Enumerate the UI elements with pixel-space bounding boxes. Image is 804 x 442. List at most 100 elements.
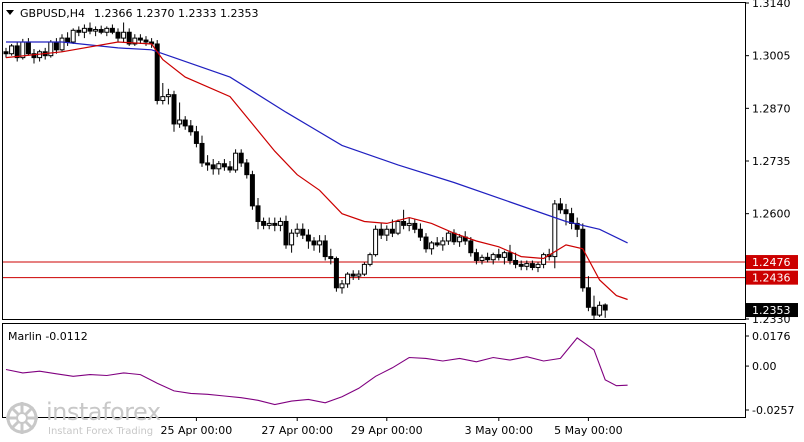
candle-body (98, 29, 104, 33)
candle-body (345, 273, 351, 285)
candle-body (188, 125, 194, 133)
candle-body (104, 27, 110, 33)
moving-averages (5, 41, 628, 301)
candle-body (518, 263, 524, 267)
time-tick-label: 29 Apr 00:00 (351, 424, 423, 437)
candle-body (591, 306, 597, 316)
candle-body (423, 236, 429, 250)
time-tick-label: 27 Apr 00:00 (261, 424, 333, 437)
last-price-tag (746, 303, 798, 318)
candle-body (277, 220, 283, 226)
instaforex-logo-icon (6, 402, 38, 434)
candle-body (440, 240, 446, 246)
candle-body (451, 232, 457, 243)
candle-body (311, 240, 317, 246)
candle-body (361, 263, 367, 275)
candle-body (328, 256, 334, 260)
candle-body (65, 37, 71, 43)
candle-body (205, 162, 211, 166)
candle-body (541, 254, 547, 265)
candle-body (373, 228, 379, 256)
candle-body (529, 263, 535, 269)
candle-body (289, 232, 295, 246)
candle-body (137, 37, 143, 41)
candle-body (569, 213, 575, 224)
candle-body (602, 304, 608, 311)
candle-body (557, 203, 563, 211)
time-tick-label: 5 May 00:00 (554, 424, 622, 437)
candle-body (31, 53, 37, 59)
candle-body (535, 263, 541, 269)
candle-body (389, 228, 395, 234)
candle-body (115, 31, 121, 39)
candle-body (283, 220, 289, 246)
indicator-tick-label: -0.0257 (752, 404, 794, 417)
candle-body (580, 228, 586, 289)
horizontal-levels: 1.2476 1.2436 (3, 255, 798, 285)
candle-body (434, 242, 440, 246)
candle-body (143, 39, 149, 43)
time-tick-label: 3 May 00:00 (465, 424, 533, 437)
candle-body (429, 242, 435, 250)
candle-body (182, 119, 188, 127)
candle-body (25, 41, 31, 55)
candle-body (457, 236, 463, 243)
candle-body (378, 228, 384, 236)
candle-body (300, 228, 306, 236)
candle-body (76, 29, 82, 33)
price-tick-label: 1.2600 (752, 208, 791, 221)
candle-body (81, 27, 87, 33)
candle-body (233, 152, 239, 171)
fast-ma-line (5, 41, 628, 301)
candle-body (70, 29, 76, 43)
candle-body (333, 258, 339, 289)
candle-body (350, 273, 356, 277)
price-tick-label: 1.3005 (752, 50, 791, 63)
candle-body (9, 45, 15, 55)
collapse-triangle-icon[interactable] (6, 10, 14, 15)
candle-body (193, 131, 199, 144)
candle-body (93, 29, 99, 32)
price-tick-label: 1.2870 (752, 102, 791, 115)
indicator-label: Marlin -0.0112 (8, 330, 88, 343)
candle-body (165, 94, 171, 98)
candle-body (160, 96, 166, 102)
candle-body (597, 304, 603, 316)
candle-body (199, 142, 205, 164)
level-tag-label: 1.2476 (752, 256, 791, 269)
candle-body (109, 27, 115, 33)
candle-body (468, 240, 474, 254)
watermark: instaforex Instant Forex Trading (4, 398, 180, 438)
time-tick-label: 25 Apr 00:00 (161, 424, 233, 437)
candle-body (479, 256, 485, 261)
candle-body (417, 228, 423, 238)
candle-body (87, 27, 93, 32)
watermark-brand: instaforex (46, 398, 161, 426)
level-tag-label: 1.2436 (752, 272, 791, 285)
candle-body (294, 228, 300, 234)
candle-body (524, 263, 530, 267)
candle-body (496, 254, 502, 258)
price-tick-label: 1.3140 (752, 0, 791, 10)
last-price-label: 1.2353 (752, 304, 791, 317)
candle-body (412, 222, 418, 230)
candle-body (255, 205, 261, 222)
candle-body (485, 256, 491, 261)
candle-body (177, 119, 183, 125)
candle-body (322, 240, 328, 258)
symbol-label: GBPUSD,H4 (20, 7, 85, 20)
candle-body (249, 174, 255, 207)
candle-body (272, 222, 278, 226)
watermark-tagline: Instant Forex Trading (48, 426, 154, 437)
indicator-tick-label: 0.0176 (752, 330, 791, 343)
candle-body (171, 94, 177, 125)
candle-body (59, 37, 65, 51)
candle-body (473, 252, 479, 261)
candle-body (367, 254, 373, 265)
candle-body (401, 220, 407, 226)
candle-body (244, 162, 250, 176)
marlin-series (5, 337, 628, 406)
candle-body (395, 220, 401, 234)
indicator-plot-frame (2, 323, 746, 418)
